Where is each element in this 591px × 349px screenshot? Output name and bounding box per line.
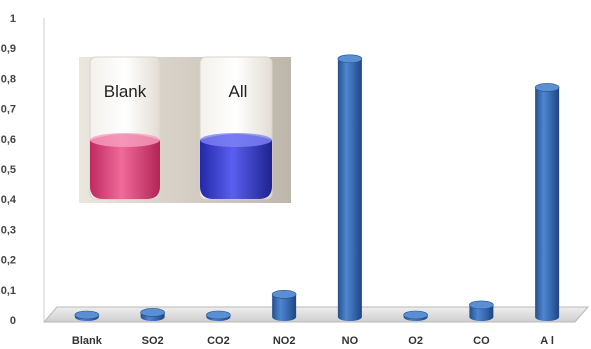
x-category-label: NO: [342, 335, 359, 347]
bar-top: [469, 300, 494, 310]
bar-top: [74, 310, 100, 320]
inset-label-blank: Blank: [104, 82, 147, 101]
x-category-label: CO: [473, 335, 490, 347]
y-tick-label: 0,1: [1, 285, 16, 297]
x-category-label: SO2: [142, 335, 164, 347]
y-tick-label: 0,9: [1, 43, 16, 55]
bar-body: [469, 304, 494, 321]
bar-series: [74, 54, 560, 322]
x-category-label: CO2: [207, 335, 230, 347]
y-tick-label: 0,7: [1, 104, 16, 116]
y-tick-label: 0,2: [1, 255, 16, 267]
bar-top: [206, 310, 231, 320]
bar-top: [534, 83, 560, 92]
bar: [74, 310, 100, 321]
y-tick-label: 0,8: [1, 73, 16, 85]
all-solution: [200, 134, 272, 199]
y-tick-label: 1: [10, 13, 16, 25]
x-category-label: NO2: [273, 335, 296, 347]
bar: [337, 54, 363, 322]
y-tick-label: 0: [10, 315, 16, 327]
bar-top: [140, 308, 165, 317]
y-tick-label: 0,5: [1, 164, 16, 176]
x-axis-labels: Blank SO2 CO2 NO2 NO O2 CO A l: [72, 335, 554, 347]
bar: [271, 290, 297, 321]
x-category-label: O2: [408, 335, 423, 347]
x-category-label: A l: [540, 335, 554, 347]
bar-body: [535, 87, 560, 322]
y-tick-label: 0,3: [1, 224, 16, 236]
bar: [534, 83, 560, 322]
bar-top: [271, 290, 297, 299]
bar: [140, 308, 165, 321]
y-tick-label: 0,6: [1, 134, 16, 146]
inset-photo: Blank All: [79, 56, 291, 203]
all-vial: [199, 56, 273, 200]
bar: [403, 310, 428, 321]
y-axis-ticks: 0 0,1 0,2 0,3 0,4 0,5 0,6 0,7 0,8 0,9 1: [1, 13, 17, 327]
bar-body: [337, 58, 362, 322]
bar: [206, 310, 231, 321]
y-tick-label: 0,4: [1, 194, 17, 206]
bar-top: [337, 54, 363, 64]
x-category-label: Blank: [72, 335, 103, 347]
blank-solution: [90, 134, 160, 199]
chart-floor: [42, 306, 590, 323]
inset-label-all: All: [229, 82, 248, 101]
bar-top: [403, 310, 428, 320]
bar: [469, 300, 494, 321]
bar-body: [272, 294, 297, 321]
blank-vial: [89, 56, 161, 200]
